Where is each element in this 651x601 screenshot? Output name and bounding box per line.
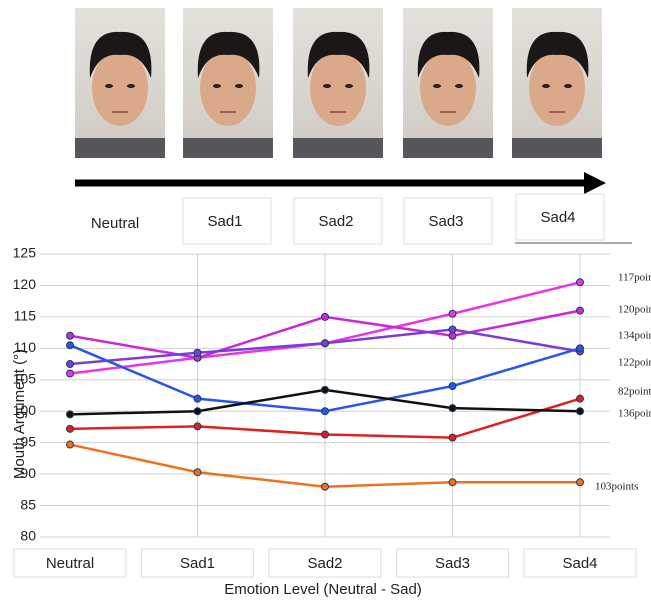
data-point: [194, 469, 201, 476]
arrow-head: [584, 172, 606, 194]
eye: [433, 84, 441, 88]
x-axis-label: Emotion Level (Neutral - Sad): [224, 581, 422, 598]
image-label: Sad2: [318, 213, 353, 230]
data-point: [67, 342, 74, 349]
y-tick-label: 95: [20, 433, 36, 449]
eye: [235, 84, 243, 88]
y-tick-label: 85: [20, 496, 36, 512]
series-label: 82points: [618, 386, 651, 398]
data-point: [449, 310, 456, 317]
eye: [564, 84, 572, 88]
series-label: 103points: [595, 481, 638, 493]
series-label: 136points: [618, 408, 651, 420]
data-point: [449, 383, 456, 390]
data-point: [577, 279, 584, 286]
data-point: [322, 408, 329, 415]
data-point: [449, 405, 456, 412]
data-point: [577, 307, 584, 314]
eye: [127, 84, 135, 88]
eye: [455, 84, 463, 88]
eye: [323, 84, 331, 88]
data-point: [322, 431, 329, 438]
data-point: [67, 411, 74, 418]
image-label: Sad4: [540, 209, 575, 226]
data-point: [322, 340, 329, 347]
data-point: [322, 483, 329, 490]
data-point: [449, 326, 456, 333]
x-tick-label: Neutral: [46, 555, 94, 572]
y-tick-label: 100: [13, 402, 37, 418]
data-point: [577, 395, 584, 402]
data-point: [194, 423, 201, 430]
x-tick-label: Sad3: [435, 555, 470, 572]
series-label: 117points: [618, 272, 651, 284]
shirt: [512, 138, 602, 158]
y-tick-label: 120: [13, 276, 37, 292]
series-label: 122points: [618, 357, 651, 369]
shirt: [293, 138, 383, 158]
shirt: [75, 138, 165, 158]
x-tick-label: Sad2: [307, 555, 342, 572]
data-point: [577, 345, 584, 352]
data-point: [194, 395, 201, 402]
data-point: [322, 313, 329, 320]
eye: [345, 84, 353, 88]
face-images: [75, 8, 602, 158]
eye: [542, 84, 550, 88]
y-tick-label: 90: [20, 465, 36, 481]
y-tick-label: 115: [14, 308, 37, 324]
face: [200, 50, 256, 126]
data-point: [194, 408, 201, 415]
image-label: Sad3: [428, 213, 463, 230]
y-tick-label: 80: [20, 528, 36, 544]
data-point: [194, 349, 201, 356]
data-point: [67, 332, 74, 339]
x-tick-label: Sad4: [562, 555, 597, 572]
series-label: 120points: [618, 304, 651, 316]
data-point: [577, 408, 584, 415]
data-point: [322, 386, 329, 393]
y-tick-label: 105: [13, 370, 37, 386]
image-label: Sad1: [207, 213, 242, 230]
chart: Mouth Argument (°) Emotion Level (Neutra…: [0, 0, 651, 601]
face: [92, 50, 148, 126]
face: [420, 50, 476, 126]
data-point: [67, 370, 74, 377]
face: [310, 50, 366, 126]
data-point: [577, 479, 584, 486]
shirt: [403, 138, 493, 158]
data-point: [67, 441, 74, 448]
x-tick-label: Sad1: [180, 555, 215, 572]
data-point: [449, 434, 456, 441]
data-point: [67, 361, 74, 368]
series-label: 134points: [618, 330, 651, 342]
data-point: [449, 479, 456, 486]
shirt: [183, 138, 273, 158]
y-tick-label: 110: [14, 339, 37, 355]
y-tick-label: 125: [13, 245, 37, 261]
eye: [105, 84, 113, 88]
data-point: [67, 425, 74, 432]
face: [529, 50, 585, 126]
image-label: Neutral: [91, 215, 139, 232]
eye: [213, 84, 221, 88]
